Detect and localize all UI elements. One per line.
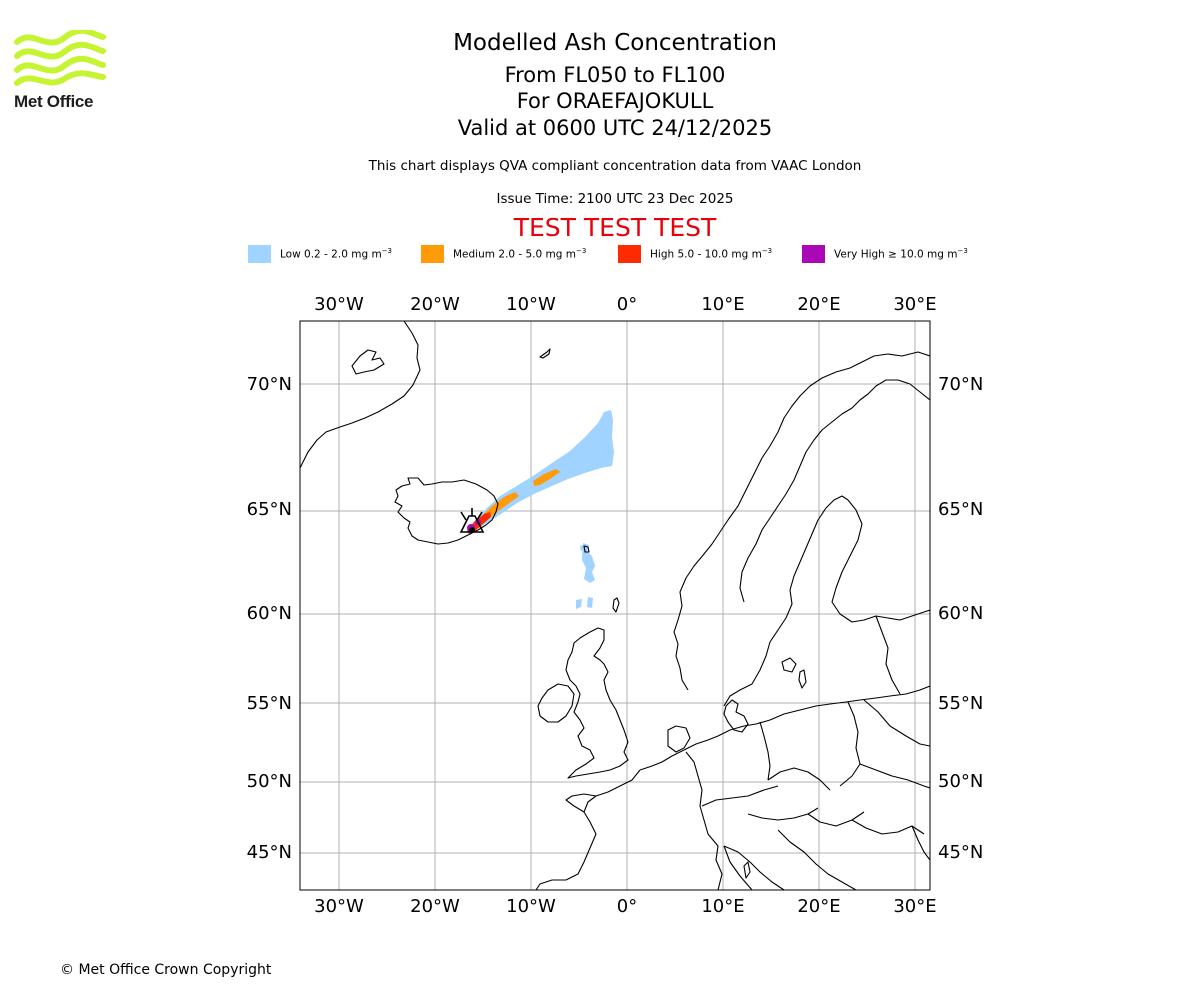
lon-tick-top: 20°E [797,294,840,315]
iceland-coast [394,477,499,545]
germany-poland-border [759,721,771,781]
valid-time: Valid at 0600 UTC 24/12/2025 [457,116,773,140]
legend-swatch-high [618,245,641,263]
czech-border [767,767,831,791]
denmark-coast [723,699,749,733]
lat-tick-right: 55°N [938,693,983,714]
lon-tick-top: 0° [617,294,637,315]
great-britain-coast [565,627,629,779]
lat-tick-left: 65°N [247,499,292,520]
france-coast [535,769,641,890]
greenland-coast [300,321,421,469]
netherlands-coast [667,725,691,753]
lon-tick-bottom: 0° [617,896,637,917]
graticule [300,321,930,890]
legend-item-low: Low 0.2 - 2.0 mg m−3 [248,244,392,264]
lat-tick-left: 45°N [247,842,292,863]
lat-tick-left: 50°N [247,771,292,792]
austria-border [747,807,819,821]
faroe-coast [583,545,590,553]
chart-description: This chart displays QVA compliant concen… [368,158,862,174]
flight-level-range: From FL050 to FL100 [504,63,726,87]
ash-patch-low-faroes [582,543,595,583]
lon-tick-top: 10°E [701,294,744,315]
lon-tick-bottom: 30°E [893,896,936,917]
latitude-labels-left: 70°N 65°N 60°N 55°N 50°N 45°N [247,374,292,863]
italy-west-coast [723,845,753,890]
map-background [300,321,930,890]
lat-tick-right: 60°N [938,603,983,624]
copyright-notice: © Met Office Crown Copyright [60,962,272,978]
poland-east-border [839,701,861,787]
belarus-border [863,699,930,747]
legend-item-very-high: Very High ≥ 10.0 mg m−3 [802,244,968,264]
lon-tick-top: 10°W [506,294,556,315]
hungary-border [807,811,865,827]
finland-border [851,379,930,409]
bothnia-coast [831,499,930,623]
lat-tick-right: 50°N [938,771,983,792]
ireland-coast [537,683,575,723]
balkans-border [777,829,857,890]
issue-time: Issue Time: 2100 UTC 23 Dec 2025 [496,191,734,207]
brittany-coast [565,793,597,813]
legend-item-medium: Medium 2.0 - 5.0 mg m−3 [421,244,586,264]
corsica-coast [743,861,751,879]
map-frame [299,320,931,891]
lat-tick-right: 70°N [938,374,983,395]
lon-tick-top: 20°W [410,294,460,315]
shetland-coast [612,597,620,613]
lat-tick-left: 55°N [247,693,292,714]
lat-tick-right: 65°N [938,499,983,520]
lon-tick-bottom: 10°W [506,896,556,917]
ash-patch-medium [533,469,560,486]
longitude-labels-top: 30°W 20°W 10°W 0° 10°E 20°E 30°E [314,294,936,315]
met-office-logo: Met Office [14,30,110,112]
met-office-waves-icon [14,30,106,86]
lake-vanern [781,657,797,673]
lon-tick-bottom: 20°E [797,896,840,917]
lake-vattern [798,669,807,689]
volcano-name: For ORAEFAJOKULL [516,89,714,113]
norway-sweden-border [739,407,853,603]
romania-border [851,819,925,835]
lon-tick-top: 30°W [314,294,364,315]
lon-tick-top: 30°E [893,294,936,315]
germany-south-border [701,785,779,807]
legend-label-medium: Medium 2.0 - 5.0 mg m−3 [453,247,587,261]
lon-tick-bottom: 30°W [314,896,364,917]
test-banner: TEST TEST TEST [513,213,717,242]
ukraine-border [859,763,930,789]
legend-label-very-high: Very High ≥ 10.0 mg m−3 [834,247,968,261]
lon-tick-bottom: 20°W [410,896,460,917]
lat-tick-right: 45°N [938,842,983,863]
sweden-coast [723,495,849,707]
legend-label-high: High 5.0 - 10.0 mg m−3 [650,247,773,261]
lat-tick-left: 70°N [247,374,292,395]
volcano-marker-icon [459,508,485,533]
france-germany-border [685,751,723,890]
jan-mayen-coast [539,348,551,359]
lon-tick-bottom: 10°E [701,896,744,917]
longitude-labels-bottom: 30°W 20°W 10°W 0° 10°E 20°E 30°E [314,896,936,917]
italy-coast [723,845,785,890]
legend-swatch-very-high [802,245,825,263]
legend-swatch-low [248,245,271,263]
ash-patch-low-shetland [576,544,593,609]
legend-label-low: Low 0.2 - 2.0 mg m−3 [280,247,393,261]
coastlines [300,321,930,890]
norway-coast [673,351,930,691]
greenland-fjords [351,349,385,375]
legend-item-high: High 5.0 - 10.0 mg m−3 [618,244,772,264]
logo-text: Met Office [14,92,94,111]
black-sea-coast [911,825,930,861]
chart-title: Modelled Ash Concentration [453,30,777,56]
latitude-labels-right: 70°N 65°N 60°N 55°N 50°N 45°N [938,374,983,863]
baltic-states-border [875,615,901,695]
legend-swatch-medium [421,245,444,263]
lat-tick-left: 60°N [247,603,292,624]
europe-north-coast [639,685,930,771]
